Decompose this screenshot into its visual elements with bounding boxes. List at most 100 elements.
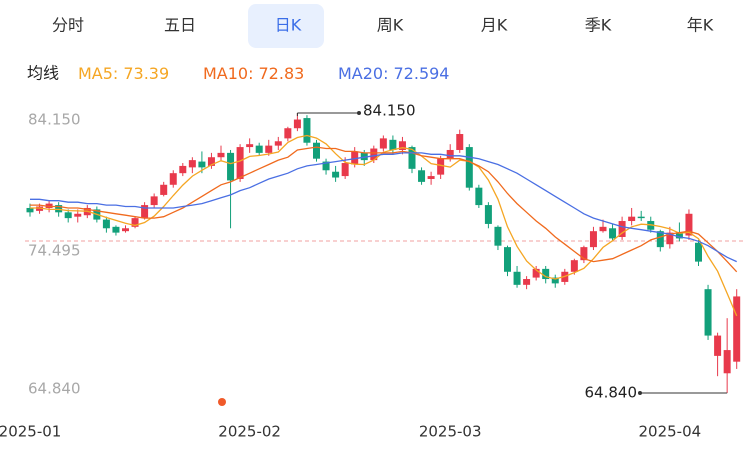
min-annotation-dot xyxy=(638,391,642,395)
candle-body xyxy=(370,148,378,161)
candle-body xyxy=(685,213,693,236)
candle-body xyxy=(284,128,292,139)
candle-body xyxy=(437,158,445,175)
candle-body xyxy=(26,207,34,213)
candle-body xyxy=(695,242,702,262)
y-tick-label: 64.840 xyxy=(28,380,81,398)
tab[interactable]: 周K xyxy=(377,16,404,35)
legend-title: 均线 xyxy=(27,64,59,83)
candle-body xyxy=(160,184,168,195)
ma-line xyxy=(30,134,738,317)
candle-body xyxy=(599,226,607,232)
candle-body xyxy=(704,289,712,336)
candle-body xyxy=(341,163,349,177)
candle-body xyxy=(418,170,426,182)
x-tick-label: 2025-03 xyxy=(419,423,482,441)
candle-body xyxy=(618,221,626,237)
legend-value: 72.594 xyxy=(394,64,450,83)
x-tick-label: 2025-02 xyxy=(218,423,281,441)
event-dot[interactable] xyxy=(218,398,226,406)
candle-body xyxy=(150,196,158,206)
tab[interactable]: 年K xyxy=(687,16,714,35)
active-tab-bg xyxy=(248,4,324,48)
candle-body xyxy=(475,187,483,206)
x-tick-label: 2025-04 xyxy=(639,423,702,441)
candle-body xyxy=(246,144,254,148)
min-annotation-label: 64.840 xyxy=(585,384,638,402)
tab[interactable]: 季K xyxy=(585,16,612,35)
candle-body xyxy=(504,247,511,272)
candle-body xyxy=(274,141,282,146)
y-tick-label: 74.495 xyxy=(28,242,81,260)
candle-body xyxy=(169,173,177,185)
candle-body xyxy=(484,205,492,224)
candle-body xyxy=(570,260,578,272)
legend-entry: MA20: 72.594 xyxy=(338,64,449,83)
legend-value: 73.39 xyxy=(123,64,169,83)
candle-body xyxy=(207,157,215,166)
candle-body xyxy=(131,218,139,227)
legend-name: MA10: xyxy=(203,64,254,83)
candle-body xyxy=(389,139,397,150)
tab[interactable]: 月K xyxy=(481,16,508,35)
candle-body xyxy=(551,277,559,284)
candle-body xyxy=(255,145,263,153)
max-annotation-label: 84.150 xyxy=(363,102,416,120)
candle-body xyxy=(265,145,273,153)
candle-body xyxy=(656,231,664,248)
candle-body xyxy=(36,206,44,211)
max-annotation-dot xyxy=(357,111,361,115)
candle-body xyxy=(714,335,722,356)
candle-body xyxy=(446,149,454,159)
legend-name: MA5: xyxy=(78,64,118,83)
candle-body xyxy=(122,228,129,232)
candle-body xyxy=(360,152,368,161)
legend-value: 72.83 xyxy=(259,64,305,83)
candle-body xyxy=(494,226,502,246)
candle-body xyxy=(580,247,588,261)
candle-body xyxy=(628,216,636,222)
candle-body xyxy=(74,213,82,217)
candle-body xyxy=(141,205,149,219)
x-tick-label: 2025-01 xyxy=(0,423,61,441)
candle-body xyxy=(64,212,72,219)
candle-body xyxy=(465,147,473,188)
candle-body xyxy=(179,165,187,174)
candle-body xyxy=(313,142,320,159)
tab[interactable]: 分时 xyxy=(52,16,84,35)
tab[interactable]: 日K xyxy=(275,16,302,35)
plot: 64.840 74.495 84.150 2025-01 2025-02 2025-03 2… xyxy=(0,102,744,441)
candle-body xyxy=(398,141,406,150)
candle-body xyxy=(408,147,416,169)
candle-body xyxy=(427,176,435,179)
candle-body xyxy=(112,226,120,233)
tab[interactable]: 五日 xyxy=(164,16,196,35)
candle-body xyxy=(102,219,110,229)
legend-entry: MA10: 72.83 xyxy=(203,64,304,83)
candle-body xyxy=(666,232,674,245)
candle-body xyxy=(723,350,731,374)
candle-body xyxy=(523,279,531,285)
candle-body xyxy=(609,228,617,239)
candle-body xyxy=(351,151,359,165)
candle-body xyxy=(236,147,244,179)
candle-body xyxy=(532,268,540,278)
candle-body xyxy=(293,119,301,129)
candle-body xyxy=(45,203,53,208)
candle-body xyxy=(198,161,206,168)
legend: MA5: 73.39 MA10: 72.83 MA20: 72.594 xyxy=(78,64,449,83)
candle-body xyxy=(303,118,311,143)
candle-body xyxy=(217,152,225,158)
legend-entry: MA5: 73.39 xyxy=(78,64,169,83)
candle-body xyxy=(379,138,387,149)
candle-body xyxy=(55,205,63,213)
candle-body xyxy=(188,160,196,168)
candle-body xyxy=(637,216,645,219)
legend-name: MA20: xyxy=(338,64,389,83)
candle-body xyxy=(227,152,235,181)
candle-body xyxy=(589,231,597,248)
candle-body xyxy=(542,268,550,280)
